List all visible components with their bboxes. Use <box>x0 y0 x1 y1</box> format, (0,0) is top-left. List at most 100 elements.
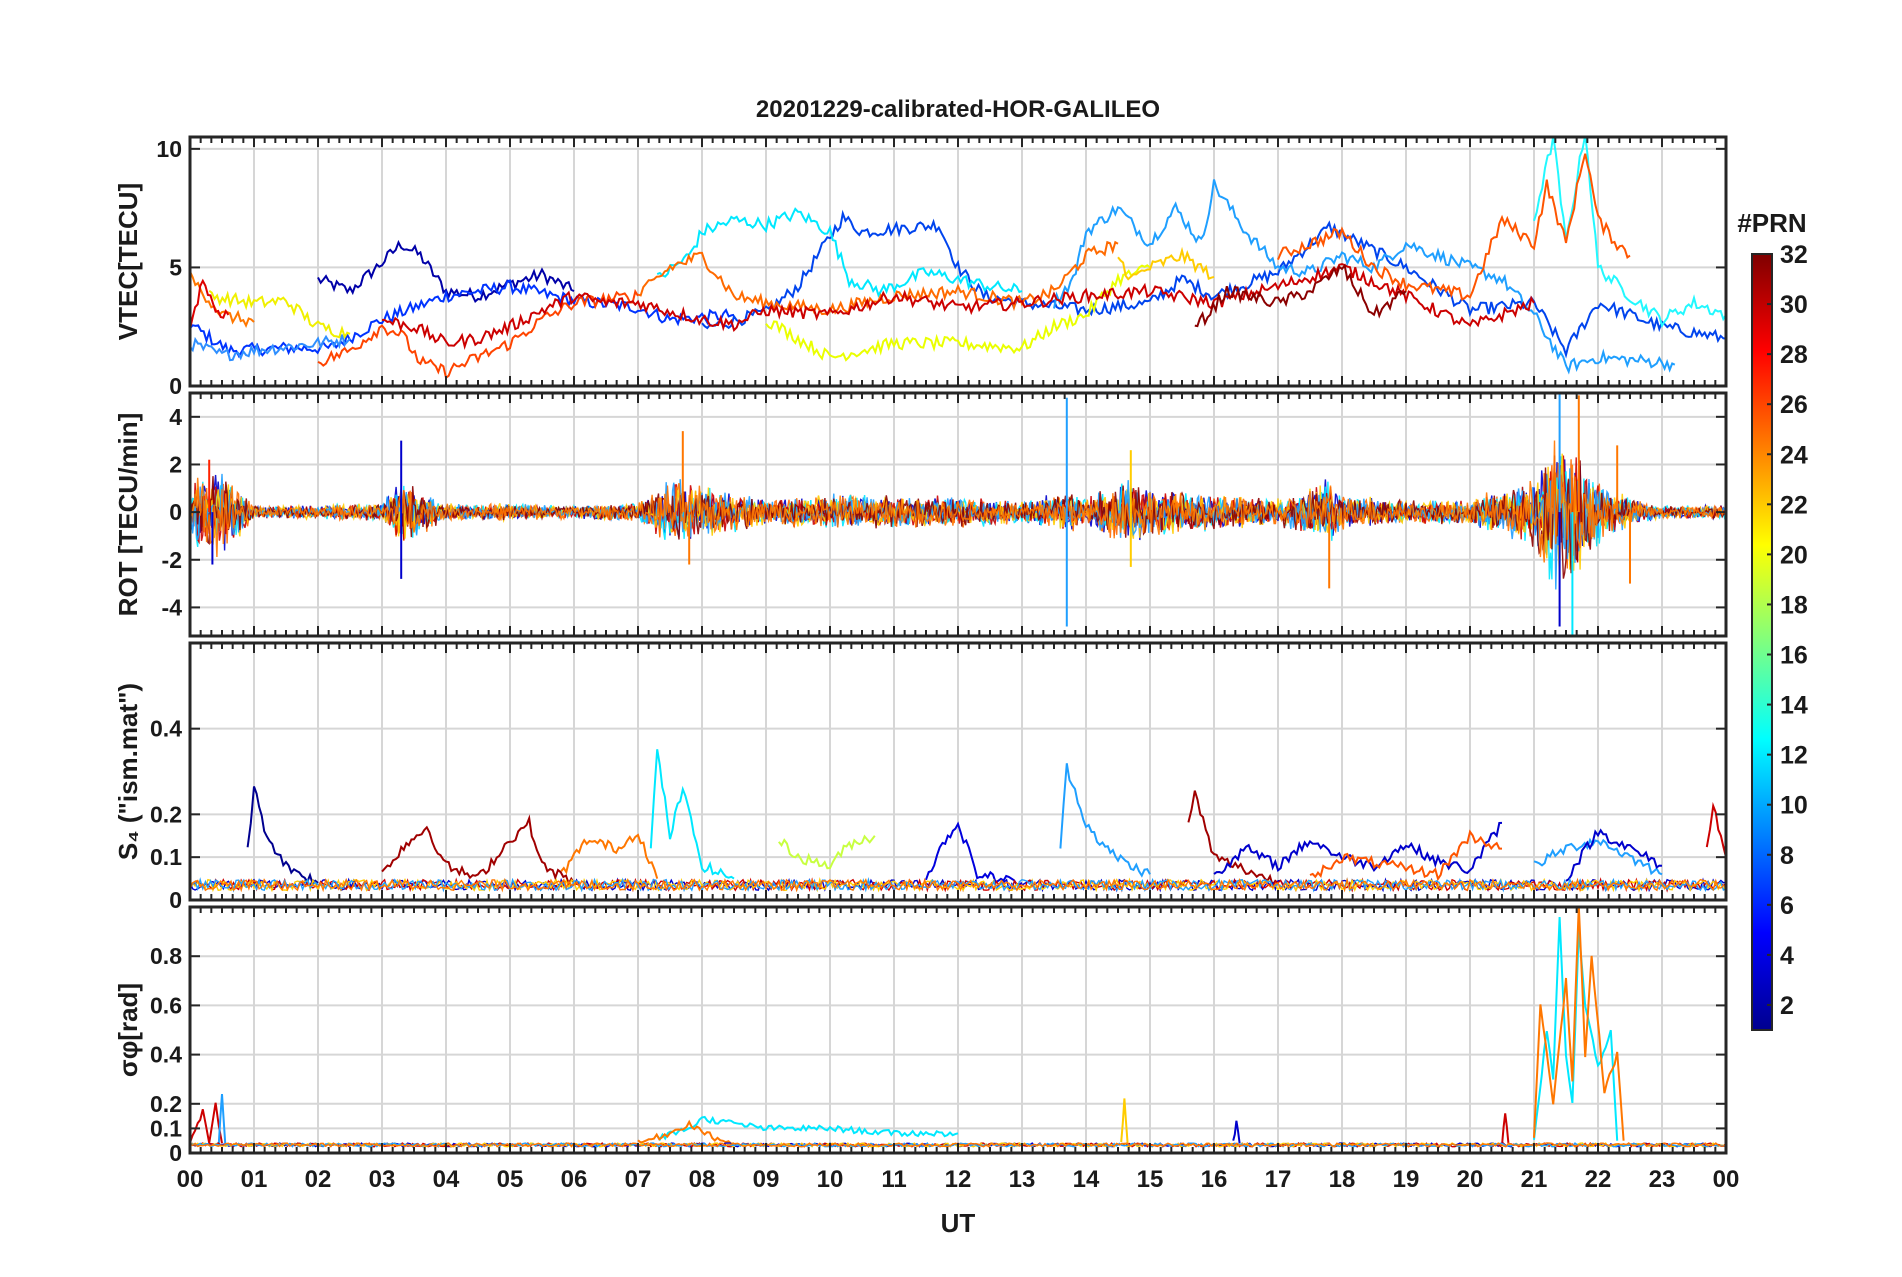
x-tick-label: 06 <box>561 1166 588 1193</box>
series-prn-10 <box>1053 179 1676 375</box>
colorbar-tick-label: 30 <box>1780 291 1808 319</box>
colorbar-tick-label: 24 <box>1780 441 1808 469</box>
colorbar-label: #PRN <box>1737 208 1806 238</box>
series-prn-3 <box>1232 1120 1241 1144</box>
colorbar-tick-label: 16 <box>1780 642 1808 670</box>
panel-rot: -4 -2 0 2 4 ROT [TECU/min] <box>113 391 1728 638</box>
colorbar-tick-label: 26 <box>1780 391 1808 419</box>
y-tick-label: 10 <box>156 136 182 162</box>
series-prn-4 <box>925 821 1023 886</box>
panel-data <box>190 749 1726 893</box>
x-tick-label: 11 <box>881 1166 906 1193</box>
y-axis-label: ROT [TECU/min] <box>113 413 143 617</box>
y-tick-label: 0 <box>169 373 182 399</box>
x-tick-label: 22 <box>1585 1166 1612 1193</box>
series-prn-30 <box>381 814 575 887</box>
series-prn-22 <box>1117 246 1215 281</box>
series-prn-9 <box>190 334 351 362</box>
y-axis-label: σφ[rad] <box>113 983 143 1077</box>
colorbar-tick-label: 2 <box>1780 992 1794 1020</box>
series-prn-30 <box>1501 1113 1510 1146</box>
y-tick-label: 0 <box>169 887 182 913</box>
series-prn-22 <box>1120 1098 1129 1144</box>
colorbar-tick-label: 18 <box>1780 591 1808 619</box>
colorbar-tick-label: 6 <box>1780 892 1794 920</box>
colorbar-tick-label: 12 <box>1780 742 1808 770</box>
y-axis-label: VTEC[TECU] <box>113 183 143 340</box>
series-prn-3 <box>1565 828 1663 882</box>
panel-data <box>190 393 1726 636</box>
baseline-trace <box>190 877 1726 893</box>
panel-vtec: 0 5 10 VTEC[TECU] <box>113 135 1728 399</box>
y-tick-label: 0 <box>169 499 182 525</box>
series-prn-24 <box>637 1119 735 1145</box>
series-prn-10 <box>1059 763 1151 878</box>
x-tick-label: 01 <box>241 1166 268 1193</box>
colorbar-tick-label: 4 <box>1780 942 1794 970</box>
y-tick-label: 0.2 <box>150 801 182 827</box>
colorbar-tick-label: 10 <box>1780 792 1808 820</box>
series-prn-10 <box>1533 837 1663 876</box>
series-prn-31 <box>1194 263 1407 328</box>
series-prn-12 <box>656 1115 959 1142</box>
y-tick-label: 0 <box>169 1140 182 1166</box>
y-tick-label: 0.4 <box>150 716 182 742</box>
x-tick-label: 13 <box>1009 1166 1036 1193</box>
colorbar-tick-label: 28 <box>1780 341 1808 369</box>
y-tick-label: 0.1 <box>150 1115 182 1141</box>
colorbar-tick-label: 32 <box>1780 241 1808 269</box>
series-prn-30 <box>381 263 1535 351</box>
series-prn-5 <box>190 279 735 359</box>
y-tick-label: 2 <box>169 451 182 477</box>
x-tick-label: 10 <box>817 1166 844 1193</box>
x-tick-label: 14 <box>1073 1166 1100 1193</box>
x-tick-label: 00 <box>1713 1166 1740 1193</box>
x-tick-label: 04 <box>433 1166 460 1193</box>
x-tick-label: 12 <box>945 1166 972 1193</box>
series-prn-3 <box>1213 821 1503 875</box>
series-prn-24 <box>190 270 255 328</box>
colorbar-tick-label: 8 <box>1780 842 1794 870</box>
panel-s4: 0 0.1 0.2 0.4 S₄ ("ism.mat") <box>113 641 1728 913</box>
x-tick-label: 20 <box>1457 1166 1484 1193</box>
y-tick-label: 0.6 <box>150 992 182 1018</box>
x-tick-label: 15 <box>1137 1166 1164 1193</box>
colorbar-tick-label: 14 <box>1780 692 1808 720</box>
series-prn-31 <box>1187 790 1279 889</box>
y-tick-label: 5 <box>169 254 182 280</box>
y-tick-label: 0.1 <box>150 844 182 870</box>
series-prn-25 <box>1277 153 1631 301</box>
x-tick-label: 19 <box>1393 1166 1420 1193</box>
y-tick-label: 0.2 <box>150 1091 182 1117</box>
x-tick-label: 08 <box>689 1166 716 1193</box>
x-tick-label: 00 <box>177 1166 204 1193</box>
series-prn-18 <box>778 834 876 870</box>
series-prn-20 <box>765 264 1151 362</box>
y-tick-label: -2 <box>162 547 182 573</box>
y-tick-label: 0.4 <box>150 1042 182 1068</box>
x-tick-label: 17 <box>1265 1166 1292 1193</box>
series-prn-25 <box>1533 907 1625 1141</box>
series-prn-29 <box>190 278 230 330</box>
series-prn-6 <box>701 209 1726 359</box>
series-prn-20 <box>208 289 351 340</box>
series-prn-30 <box>190 1102 223 1144</box>
x-tick-label: 02 <box>305 1166 332 1193</box>
x-tick-label: 16 <box>1201 1166 1228 1193</box>
x-axis-label: UT <box>941 1208 976 1238</box>
panel-data <box>190 137 1726 380</box>
baseline-trace <box>190 877 1726 893</box>
x-tick-label: 07 <box>625 1166 652 1193</box>
colorbar-gradient <box>1751 253 1773 1031</box>
colorbar-tick-label: 22 <box>1780 491 1808 519</box>
chart-title: 20201229-calibrated-HOR-GALILEO <box>756 96 1160 123</box>
y-tick-label: 4 <box>169 404 182 430</box>
x-tick-label: 05 <box>497 1166 524 1193</box>
panel-sigma_phi: 00.10.2 0.4 0.6 0.8 σφ[rad] 00 01 02 03 04 05 06 07 0… <box>113 905 1740 1193</box>
x-tick-label: 18 <box>1329 1166 1356 1193</box>
y-tick-label: 0.8 <box>150 943 182 969</box>
